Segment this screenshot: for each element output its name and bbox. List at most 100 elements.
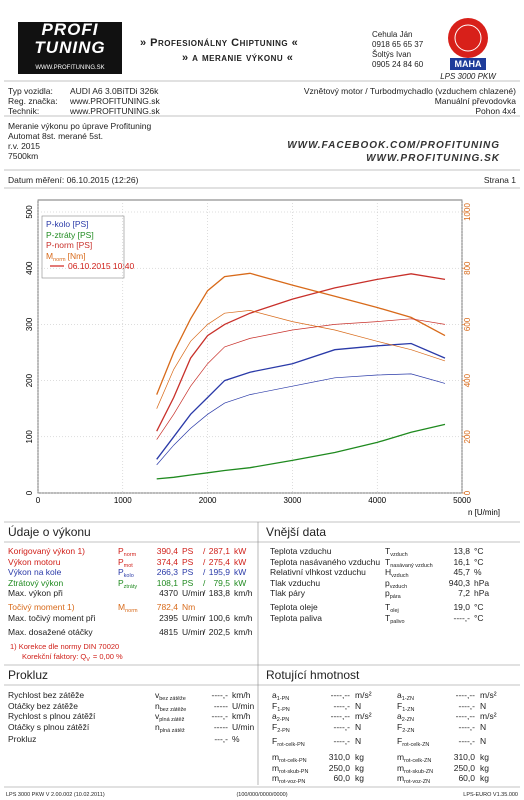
symbol-sub: norm	[125, 608, 138, 614]
legend-box	[41, 215, 125, 279]
cell-v1: 310,0	[328, 752, 350, 762]
symbol-main: F	[272, 700, 278, 711]
cell-v1: ----,--	[330, 711, 350, 721]
cell-v1: 940,3	[448, 577, 470, 588]
legend-entry: P-ztráty [PS]	[46, 229, 94, 240]
cell-v2: ----,-	[458, 700, 475, 711]
legend-entry: P-norm [PS]	[46, 240, 93, 250]
cell-u1: °C	[474, 546, 484, 556]
maha-box	[450, 58, 486, 70]
symbol-main: T	[385, 556, 391, 567]
cell-v1: 4815	[159, 627, 178, 637]
cell-u1: °C	[474, 602, 484, 612]
cell-v1: ----,-	[333, 736, 350, 746]
symbol-main: P	[118, 577, 124, 588]
field-value: www.PROFITUNING.sk	[70, 96, 160, 106]
cell-v1: ---,-	[214, 734, 228, 744]
symbol-sub: palivo	[390, 618, 405, 625]
symbol-sub: 2-PN	[276, 717, 290, 723]
symbol-sub: rot-celk-PN	[277, 742, 305, 748]
y2-tick-label: 400	[463, 373, 472, 387]
cell-u1: N	[355, 736, 362, 746]
cell-u1: U/min	[232, 700, 255, 711]
cell-u2: m/s²	[480, 711, 497, 721]
symbol-main: P	[118, 546, 124, 556]
symbol-main: P	[118, 567, 124, 577]
field-value: AUDI A6 3.0BiTDi 326k	[70, 86, 159, 96]
cell-v1: 4370	[159, 588, 178, 598]
cell-v1: 7,2	[458, 588, 470, 598]
symbol-main: m	[272, 752, 280, 762]
symbol-main: m	[272, 762, 280, 773]
correction-note: 1) Korekce dle normy DIN 70020	[10, 642, 120, 651]
symbol-main: a	[397, 711, 402, 721]
note: Automat 8st. merané 5st.	[8, 131, 103, 141]
legend-entry: Mnorm [Nm]	[46, 250, 86, 263]
cell-v2: ----,--	[455, 690, 475, 700]
section-title: Údaje o výkonu	[8, 525, 91, 539]
cell-v1: 374,4	[156, 556, 178, 567]
symbol: Korekční faktory: QV = 0,00 %	[22, 652, 123, 665]
contact: Cehula Ján	[372, 30, 413, 39]
symbol-sub: pára	[389, 594, 401, 600]
symbol-sub: plná zátěž	[159, 717, 185, 723]
cell-label: Teplota nasávaného vzduchu	[270, 556, 381, 567]
cell-u2: N	[480, 736, 487, 746]
symbol-sub: 1-PN	[276, 696, 290, 702]
symbol-sub: 2-PN	[277, 727, 290, 734]
cell-u1: m/s²	[355, 690, 372, 700]
legend-sub: norm	[53, 256, 66, 263]
section-title: Prokluz	[8, 668, 49, 682]
symbol-main: m	[397, 773, 405, 783]
symbol: ppára	[385, 588, 401, 602]
cell-u1: U/min	[182, 627, 205, 637]
cell-v2: ----,-	[458, 721, 475, 732]
symbol: mrot-celk-PN	[272, 752, 307, 766]
symbol: mrot-skub-ZN	[397, 763, 433, 777]
symbol: vplná zátěž	[155, 711, 184, 725]
series-line	[156, 310, 446, 409]
cell-u2: N	[480, 700, 487, 711]
symbol: a2-ZN	[397, 711, 414, 725]
cell-sep: /	[203, 612, 206, 623]
symbol: Tolej	[385, 602, 399, 616]
field-label: Reg. značka:	[8, 96, 58, 106]
cell-v1: 45,7	[453, 567, 470, 577]
symbol: pvzduch	[385, 578, 407, 592]
x-tick-label: 2000	[199, 496, 217, 505]
note: Meranie výkonu po úprave Profituning	[8, 121, 152, 131]
section-title: Vnější data	[266, 525, 327, 539]
y-tick-label: 0	[25, 490, 34, 495]
symbol: F1-ZN	[397, 701, 414, 715]
cell-u1: m/s²	[355, 711, 372, 721]
cell-u1: kg	[355, 752, 364, 762]
cell-v1: ----,-	[333, 721, 350, 732]
symbol: Hvzduch	[385, 567, 409, 581]
cell-label: Korigovaný výkon 1)	[8, 546, 86, 556]
cell-v1: 250,0	[328, 762, 350, 773]
cell-u2: kg	[480, 773, 489, 783]
cell-v1: 2395	[159, 612, 178, 623]
cell-u1: hPa	[474, 577, 490, 588]
symbol-sub: 1-PN	[277, 706, 290, 713]
note: 7500km	[8, 151, 39, 161]
symbol-sub: plná zátěž	[159, 727, 185, 734]
symbol-sub: olej	[390, 608, 399, 614]
x-tick-label: 4000	[368, 496, 386, 505]
maha-emblem	[448, 18, 488, 58]
cell-u1: PS	[182, 577, 194, 588]
cell-v2: 100,6	[208, 612, 230, 623]
symbol: Tvzduch	[385, 546, 408, 560]
contact: 0905 24 84 60	[372, 60, 424, 69]
x-tick-label: 3000	[284, 496, 302, 505]
symbol-main: v	[155, 711, 160, 721]
symbol-sub: kolo	[123, 573, 134, 579]
symbol-sub: vzduch	[391, 573, 409, 579]
symbol-main: v	[155, 690, 160, 700]
maha-ring	[454, 24, 482, 52]
y-tick-label: 400	[25, 261, 34, 275]
symbol-sub: rot-voz-ZN	[404, 779, 431, 785]
logo-url: WWW.PROFITUNING.SK	[35, 65, 105, 71]
series-line	[156, 272, 446, 395]
logo-text: PROFI	[41, 20, 99, 39]
